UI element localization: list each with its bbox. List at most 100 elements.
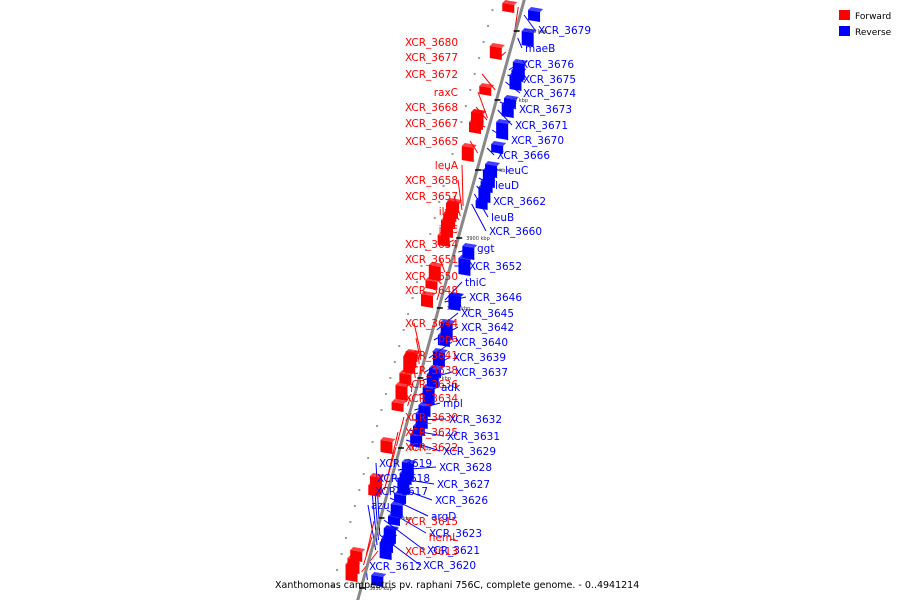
- gene-label[interactable]: XCR_3679: [538, 25, 591, 37]
- gene-feature[interactable]: [502, 0, 518, 13]
- gene-label[interactable]: XCR_3650: [405, 271, 458, 283]
- gene-label[interactable]: XCR_3645: [461, 308, 514, 320]
- gene-label[interactable]: XCR_3644: [405, 318, 458, 330]
- gene-label[interactable]: XCR_3680: [405, 37, 458, 49]
- gene-feature[interactable]: [422, 384, 438, 405]
- gene-feature[interactable]: [475, 197, 491, 210]
- gene-label[interactable]: mpl: [443, 398, 463, 410]
- gene-label[interactable]: XCR_3622: [405, 442, 458, 454]
- gene-label[interactable]: XCR_3626: [435, 495, 488, 507]
- gene-feature[interactable]: [383, 526, 399, 543]
- gene-feature[interactable]: [428, 262, 444, 281]
- gene-feature[interactable]: [489, 43, 505, 60]
- gene-feature[interactable]: [395, 382, 411, 401]
- gene-feature[interactable]: [496, 119, 512, 140]
- gene-label[interactable]: XCR_3623: [429, 528, 482, 540]
- gene-label[interactable]: XCR_3675: [523, 74, 576, 86]
- gene-label[interactable]: XCR_3657: [405, 191, 458, 203]
- gene-label[interactable]: XCR_3612: [369, 561, 422, 573]
- gene-feature[interactable]: [461, 143, 477, 162]
- gene-feature[interactable]: [403, 353, 419, 374]
- gene-label[interactable]: XCR_3676: [521, 59, 574, 71]
- gene-label[interactable]: XCR_3636: [405, 379, 458, 391]
- gene-feature[interactable]: [468, 119, 484, 134]
- gene-feature[interactable]: [479, 83, 495, 96]
- gene-feature[interactable]: [458, 255, 474, 276]
- gene-label[interactable]: XCR_3641: [405, 350, 458, 362]
- gene-label[interactable]: ilvB: [439, 206, 458, 218]
- gene-label[interactable]: XCR_3618: [377, 473, 430, 485]
- gene-label[interactable]: raxC: [434, 87, 458, 99]
- gene-feature[interactable]: [432, 348, 448, 367]
- gene-feature[interactable]: [397, 476, 413, 495]
- gene-label[interactable]: XCR_3660: [489, 226, 542, 238]
- gene-label[interactable]: XCR_3628: [439, 462, 492, 474]
- gene-label[interactable]: XCR_3668: [405, 102, 458, 114]
- gene-feature[interactable]: [509, 72, 525, 91]
- gene-feature[interactable]: [448, 292, 464, 311]
- gene-label[interactable]: XCR_3615: [405, 516, 458, 528]
- gene-feature[interactable]: [437, 232, 453, 247]
- gene-label[interactable]: leuC: [505, 165, 528, 177]
- gene-feature[interactable]: [421, 291, 436, 308]
- gene-label[interactable]: XCR_3666: [497, 150, 550, 162]
- gene-label[interactable]: XCR_3670: [511, 135, 564, 147]
- gene-label[interactable]: XCR_3619: [379, 458, 432, 470]
- gene-feature[interactable]: [437, 332, 453, 347]
- gene-label[interactable]: XCR_3674: [523, 88, 576, 100]
- gene-feature[interactable]: [399, 370, 415, 385]
- gene-feature[interactable]: [426, 371, 442, 388]
- gene-label[interactable]: XCR_3673: [519, 104, 572, 116]
- gene-feature[interactable]: [368, 482, 384, 497]
- gene-label[interactable]: XCR_3620: [423, 560, 476, 572]
- gene-feature[interactable]: [371, 572, 387, 587]
- gene-label[interactable]: XCR_3634: [405, 393, 458, 405]
- gene-label[interactable]: XCR_3630: [405, 412, 458, 424]
- gene-label[interactable]: XCR_3646: [469, 292, 522, 304]
- gene-label[interactable]: ppa: [438, 333, 458, 345]
- gene-feature[interactable]: [491, 141, 507, 154]
- gene-feature[interactable]: [425, 277, 441, 290]
- gene-label[interactable]: XCR_3627: [437, 479, 490, 491]
- gene-label[interactable]: XCR_3629: [443, 446, 496, 458]
- gene-label[interactable]: XCR_3642: [461, 322, 514, 334]
- gene-label[interactable]: argD: [431, 511, 456, 523]
- gene-label[interactable]: XCR_3677: [405, 52, 458, 64]
- gene-label[interactable]: XCR_3672: [405, 69, 458, 81]
- gene-label[interactable]: XCR_3640: [455, 337, 508, 349]
- gene-feature[interactable]: [521, 28, 537, 47]
- gene-label[interactable]: XCR_3648: [405, 285, 458, 297]
- gene-label[interactable]: XCR_3617: [375, 486, 428, 498]
- gene-label[interactable]: XCR_3638: [405, 365, 458, 377]
- gene-label[interactable]: ggt: [477, 243, 494, 255]
- gene-label[interactable]: XCR_3632: [449, 414, 502, 426]
- gene-feature[interactable]: [410, 431, 426, 448]
- gene-feature[interactable]: [528, 7, 544, 22]
- gene-feature[interactable]: [387, 513, 403, 526]
- gene-label[interactable]: XCR_3671: [515, 120, 568, 132]
- gene-label[interactable]: XCR_3637: [455, 367, 508, 379]
- gene-label[interactable]: XCR_3631: [447, 431, 500, 443]
- gene-label[interactable]: XCR_3621: [427, 545, 480, 557]
- gene-label[interactable]: XCR_3662: [493, 196, 546, 208]
- gene-label[interactable]: XCR_3613: [405, 546, 458, 558]
- gene-feature[interactable]: [394, 491, 410, 504]
- gene-feature[interactable]: [391, 399, 407, 412]
- gene-feature[interactable]: [380, 437, 396, 454]
- gene-label[interactable]: hemL: [429, 532, 458, 544]
- gene-label[interactable]: leuD: [495, 180, 519, 192]
- gene-label[interactable]: XCR_3667: [405, 118, 458, 130]
- gene-label[interactable]: maeB: [525, 43, 555, 55]
- gene-label[interactable]: XCR_3665: [405, 136, 458, 148]
- gene-feature[interactable]: [345, 561, 361, 582]
- gene-label[interactable]: adk: [441, 382, 461, 394]
- gene-feature[interactable]: [501, 101, 517, 118]
- gene-label[interactable]: leuB: [491, 212, 514, 224]
- gene-label[interactable]: thiC: [465, 277, 486, 289]
- gene-label[interactable]: XCR_3654: [405, 239, 458, 251]
- gene-label[interactable]: XCR_3639: [453, 352, 506, 364]
- gene-label[interactable]: ilvC: [439, 224, 458, 236]
- gene-label[interactable]: XCR_3658: [405, 175, 458, 187]
- gene-label[interactable]: XCR_3651: [405, 254, 458, 266]
- gene-label[interactable]: XCR_3625: [405, 427, 458, 439]
